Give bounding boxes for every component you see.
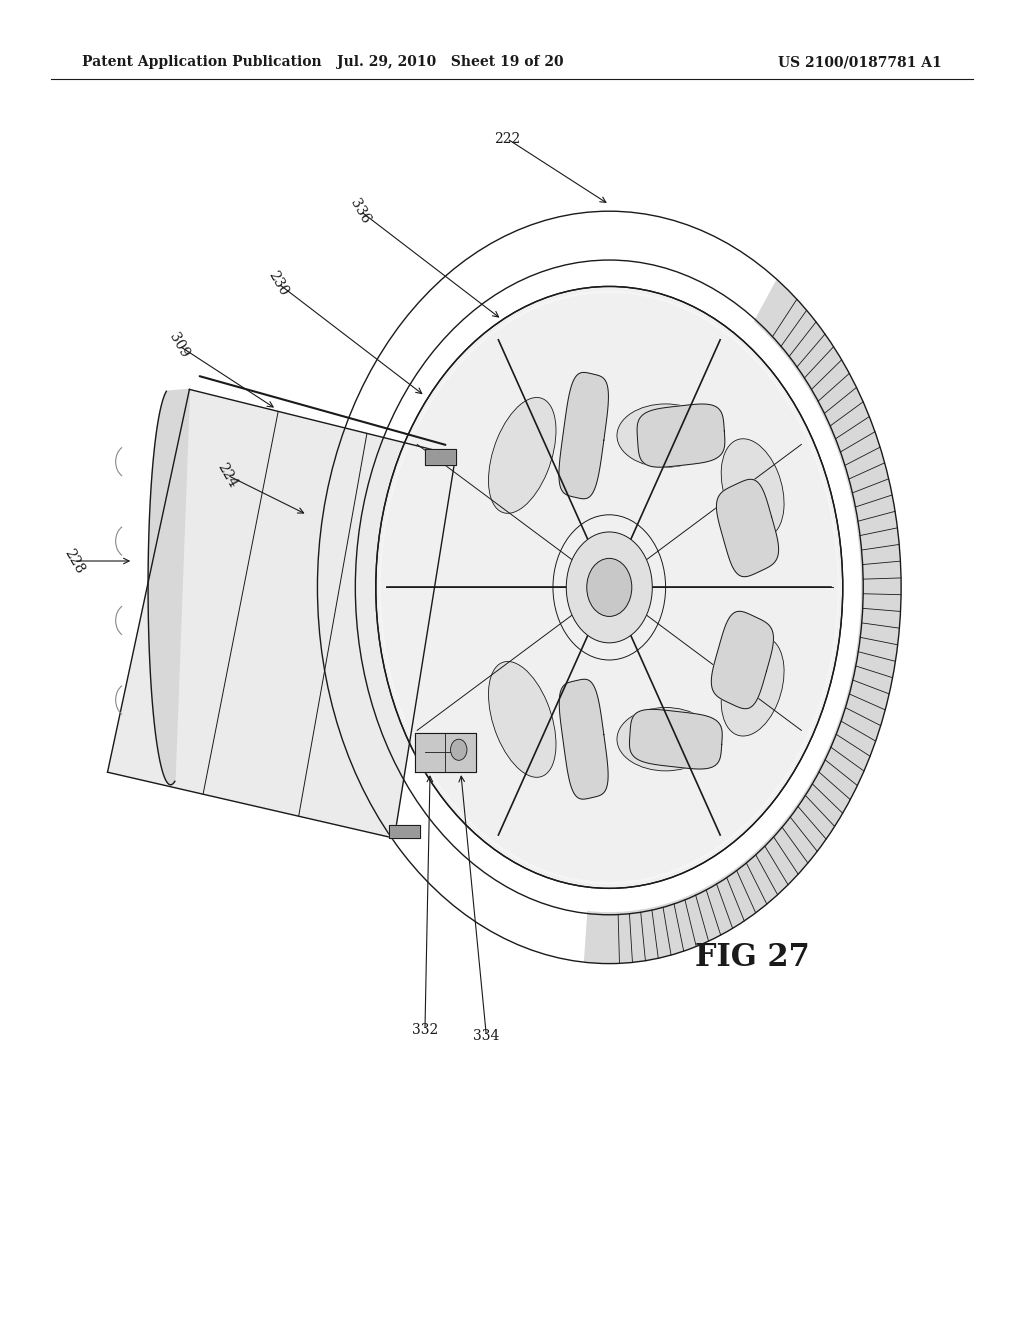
Text: 228: 228 <box>61 546 86 576</box>
Ellipse shape <box>721 636 784 737</box>
Polygon shape <box>389 825 420 838</box>
Polygon shape <box>108 389 456 838</box>
Polygon shape <box>637 404 725 467</box>
Text: 222: 222 <box>494 132 520 145</box>
Polygon shape <box>425 449 456 465</box>
Circle shape <box>376 286 843 888</box>
Text: 336: 336 <box>348 197 373 226</box>
Text: 334: 334 <box>473 1030 500 1043</box>
Polygon shape <box>630 709 722 770</box>
Polygon shape <box>559 372 608 499</box>
Circle shape <box>587 558 632 616</box>
Text: Patent Application Publication: Patent Application Publication <box>82 55 322 70</box>
Text: FIG 27: FIG 27 <box>695 941 810 973</box>
Ellipse shape <box>488 661 556 777</box>
Text: Jul. 29, 2010   Sheet 19 of 20: Jul. 29, 2010 Sheet 19 of 20 <box>337 55 564 70</box>
Text: US 2100/0187781 A1: US 2100/0187781 A1 <box>778 55 942 70</box>
Ellipse shape <box>488 397 556 513</box>
Text: 309: 309 <box>167 331 191 360</box>
Wedge shape <box>584 280 901 964</box>
Circle shape <box>566 532 652 643</box>
Text: 224: 224 <box>215 461 240 490</box>
Polygon shape <box>559 680 608 799</box>
Circle shape <box>379 290 840 884</box>
Circle shape <box>381 293 838 882</box>
Circle shape <box>451 739 467 760</box>
Text: 332: 332 <box>412 1023 438 1036</box>
Polygon shape <box>148 389 189 785</box>
Ellipse shape <box>721 438 784 539</box>
Text: 230: 230 <box>266 269 291 298</box>
Polygon shape <box>415 733 476 772</box>
Ellipse shape <box>616 708 715 771</box>
Polygon shape <box>712 611 773 709</box>
Polygon shape <box>717 479 778 577</box>
Ellipse shape <box>616 404 715 467</box>
Circle shape <box>570 537 648 638</box>
